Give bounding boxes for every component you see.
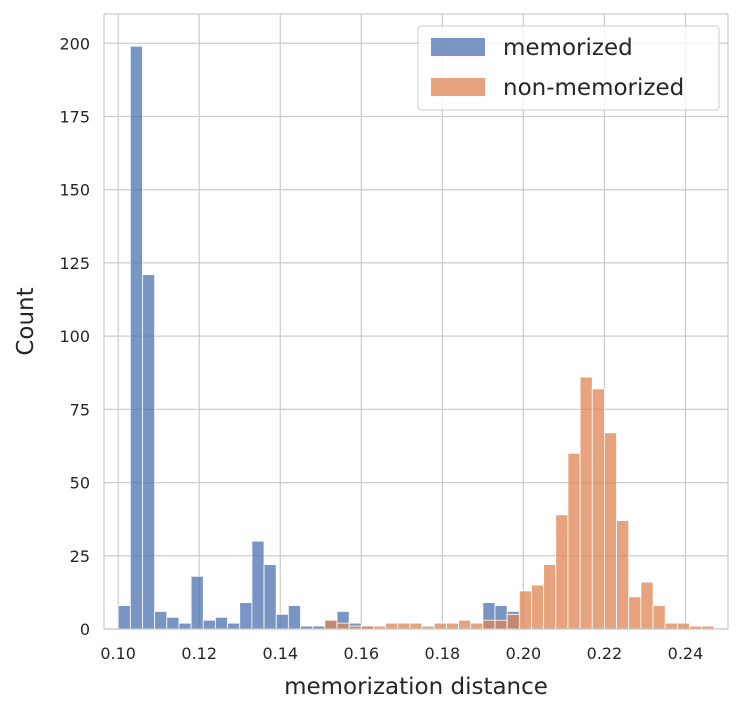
histogram-bar xyxy=(652,605,666,630)
legend-label-memorized: memorized xyxy=(503,35,633,61)
histogram-bar xyxy=(591,388,605,630)
histogram-bar xyxy=(482,619,496,630)
histogram-bar xyxy=(287,605,301,630)
x-tick-label: 0.14 xyxy=(262,644,298,663)
x-tick-label: 0.20 xyxy=(506,644,542,663)
legend-box xyxy=(417,25,720,111)
histogram-bar xyxy=(506,613,520,630)
y-tick-label: 200 xyxy=(59,34,90,53)
legend-label-non-memorized: non-memorized xyxy=(503,75,684,101)
histogram-bar xyxy=(397,622,411,630)
y-tick-label: 0 xyxy=(80,620,90,639)
histogram-bar xyxy=(117,605,131,630)
legend-swatch-non-memorized xyxy=(431,78,485,96)
histogram-bar xyxy=(628,596,642,630)
y-tick-label: 175 xyxy=(59,108,90,127)
histogram-bar xyxy=(458,619,472,630)
histogram-bar xyxy=(676,622,690,630)
grid-lines xyxy=(104,14,728,630)
x-tick-label: 0.24 xyxy=(668,644,704,663)
histogram-bar xyxy=(531,584,545,630)
y-tick-labels: 0 25 50 75 100 125 150 175 200 xyxy=(59,34,90,639)
histogram-bar xyxy=(324,619,338,630)
y-tick-label: 25 xyxy=(70,547,90,566)
histogram-bar xyxy=(154,611,168,630)
histogram-bar xyxy=(142,274,156,630)
histogram-bar xyxy=(664,622,678,630)
x-tick-labels: 0.10 0.12 0.14 0.16 0.18 0.20 0.22 0.24 xyxy=(100,644,703,663)
histogram-bar xyxy=(567,452,581,630)
x-tick-label: 0.12 xyxy=(181,644,217,663)
histogram-bar xyxy=(409,622,423,630)
x-tick-label: 0.22 xyxy=(587,644,623,663)
histogram-bar xyxy=(579,376,593,630)
histogram-bar xyxy=(239,602,253,630)
x-tick-label: 0.18 xyxy=(425,644,461,663)
legend: memorized non-memorized xyxy=(417,25,720,111)
histogram-bar xyxy=(336,622,350,630)
x-tick-label: 0.16 xyxy=(343,644,379,663)
histogram-bar xyxy=(543,564,557,630)
histogram-bar xyxy=(263,564,277,630)
histogram-bar xyxy=(385,622,399,630)
histogram-bar xyxy=(445,622,459,630)
histogram-bar xyxy=(202,619,216,630)
histogram-bar xyxy=(604,432,617,630)
y-tick-label: 150 xyxy=(59,181,90,200)
histogram-bar xyxy=(616,520,630,630)
y-tick-label: 125 xyxy=(59,254,90,273)
histogram-bar xyxy=(215,616,228,630)
y-tick-label: 50 xyxy=(70,474,90,493)
y-tick-label: 75 xyxy=(70,400,90,419)
x-tick-label: 0.10 xyxy=(100,644,136,663)
histogram-bar xyxy=(640,581,654,630)
histogram-bar xyxy=(166,616,180,630)
y-tick-label: 100 xyxy=(59,327,90,346)
histogram-bar xyxy=(494,619,508,630)
plot-frame xyxy=(103,13,729,630)
histogram-bar xyxy=(190,575,204,630)
histogram-bar xyxy=(275,613,289,630)
x-axis-label: memorization distance xyxy=(284,674,548,700)
histogram-bar xyxy=(433,622,447,630)
legend-swatch-memorized xyxy=(431,38,485,56)
histogram-bar xyxy=(227,622,241,630)
histogram-bar xyxy=(251,540,265,630)
y-axis-label: Count xyxy=(13,287,39,355)
histogram-bar xyxy=(518,590,532,630)
histogram-bar xyxy=(129,45,143,630)
histogram-bars xyxy=(117,45,715,630)
histogram-bar xyxy=(178,622,192,630)
histogram-bar xyxy=(470,622,484,630)
histogram-bar xyxy=(555,514,569,630)
